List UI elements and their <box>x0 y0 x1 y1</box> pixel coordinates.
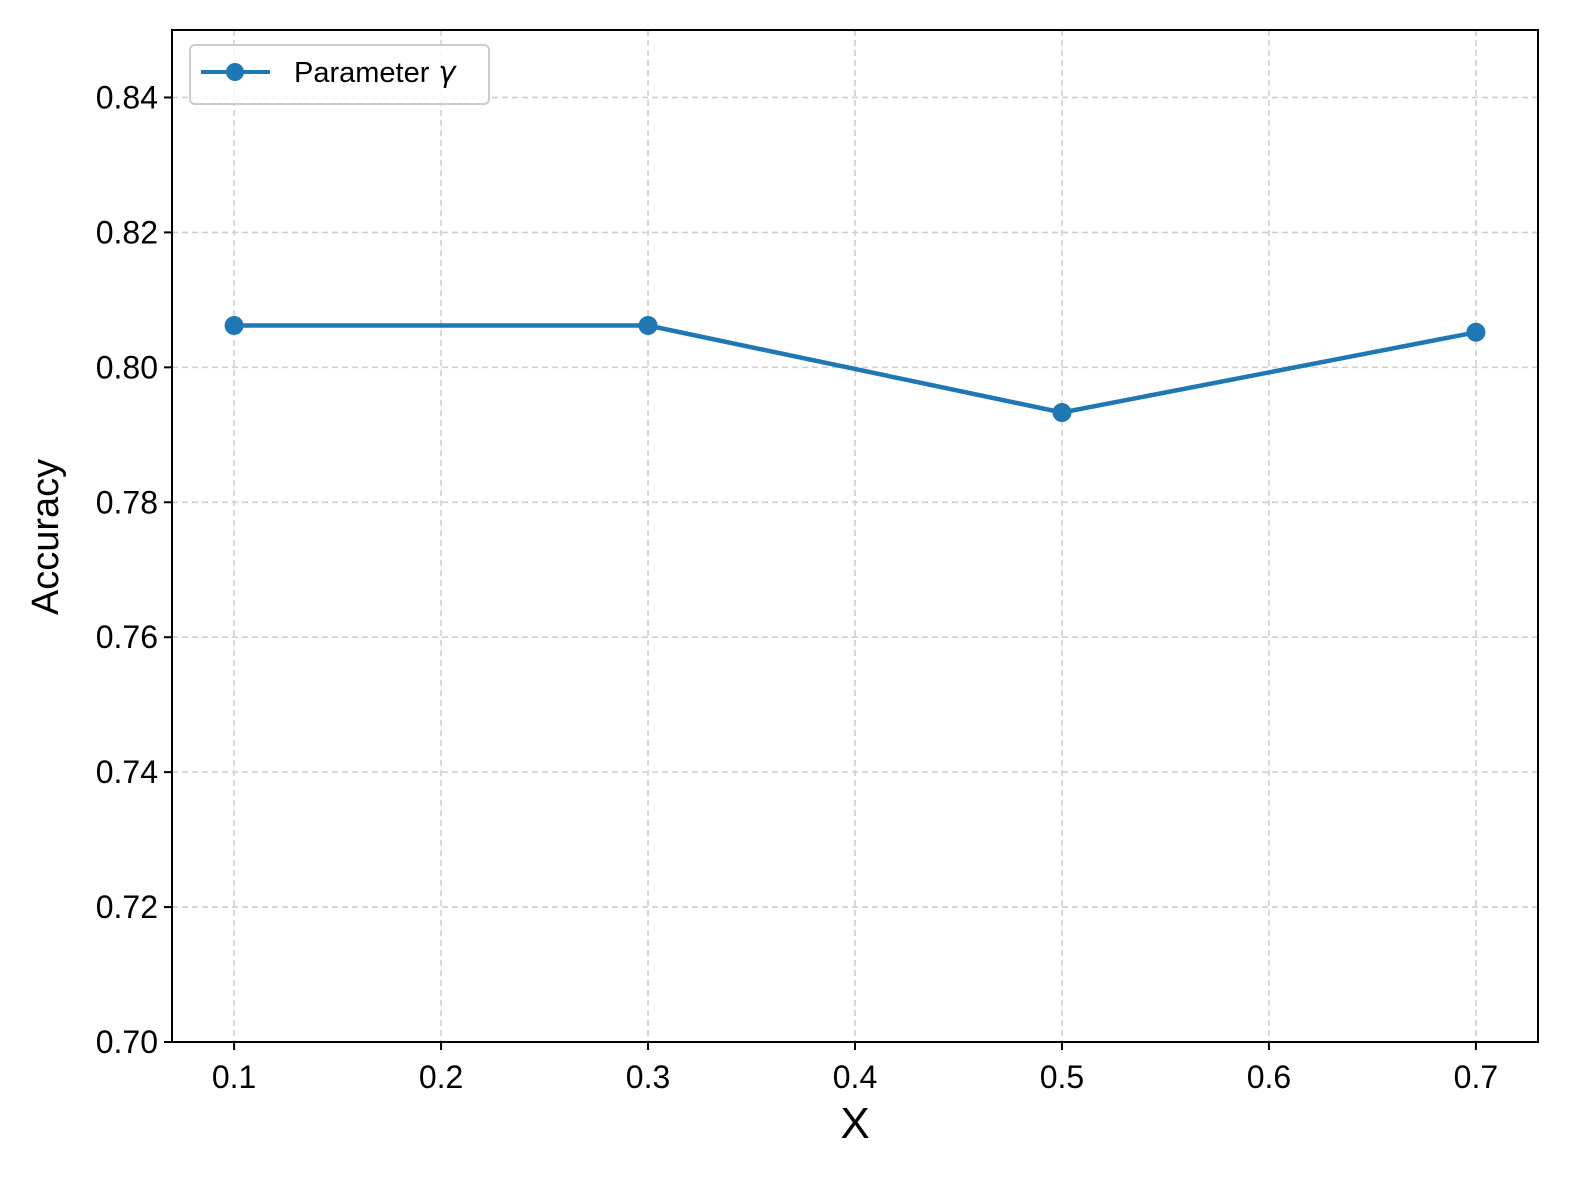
x-tick-label: 0.3 <box>626 1059 670 1095</box>
x-axis-label: X <box>840 1099 869 1148</box>
x-tick-label: 0.4 <box>833 1059 877 1095</box>
legend-box <box>189 44 490 105</box>
data-point <box>638 316 658 336</box>
x-tick-label: 0.6 <box>1247 1059 1291 1095</box>
series-line <box>231 323 1479 415</box>
legend-label-text: Parameter <box>294 57 430 89</box>
legend-label-symbol: γ <box>438 55 457 89</box>
y-tick-label: 0.82 <box>96 214 158 250</box>
y-tick-label: 0.74 <box>96 754 158 790</box>
series-layer <box>224 316 1486 423</box>
legend-marker <box>226 63 244 81</box>
ticks: 0.1 0.2 0.3 0.4 0.5 0.6 0.7 0.70 0.72 0.74 0.76 0.7… <box>96 79 1498 1095</box>
data-point <box>1052 403 1072 423</box>
x-tick-label: 0.2 <box>419 1059 463 1095</box>
x-tick-label: 0.5 <box>1040 1059 1084 1095</box>
data-point <box>224 316 244 336</box>
y-tick-label: 0.80 <box>96 349 158 385</box>
y-axis-label: Accuracy <box>25 459 67 615</box>
legend-label: Parameter γ <box>294 55 457 89</box>
y-tick-label: 0.84 <box>96 79 158 115</box>
data-point <box>1466 322 1486 342</box>
y-tick-label: 0.72 <box>96 889 158 925</box>
x-tick-label: 0.7 <box>1454 1059 1498 1095</box>
legend: Parameter γ <box>189 44 490 105</box>
y-tick-label: 0.76 <box>96 619 158 655</box>
y-tick-label: 0.70 <box>96 1024 158 1060</box>
x-tick-label: 0.1 <box>212 1059 256 1095</box>
y-tick-label: 0.78 <box>96 484 158 520</box>
